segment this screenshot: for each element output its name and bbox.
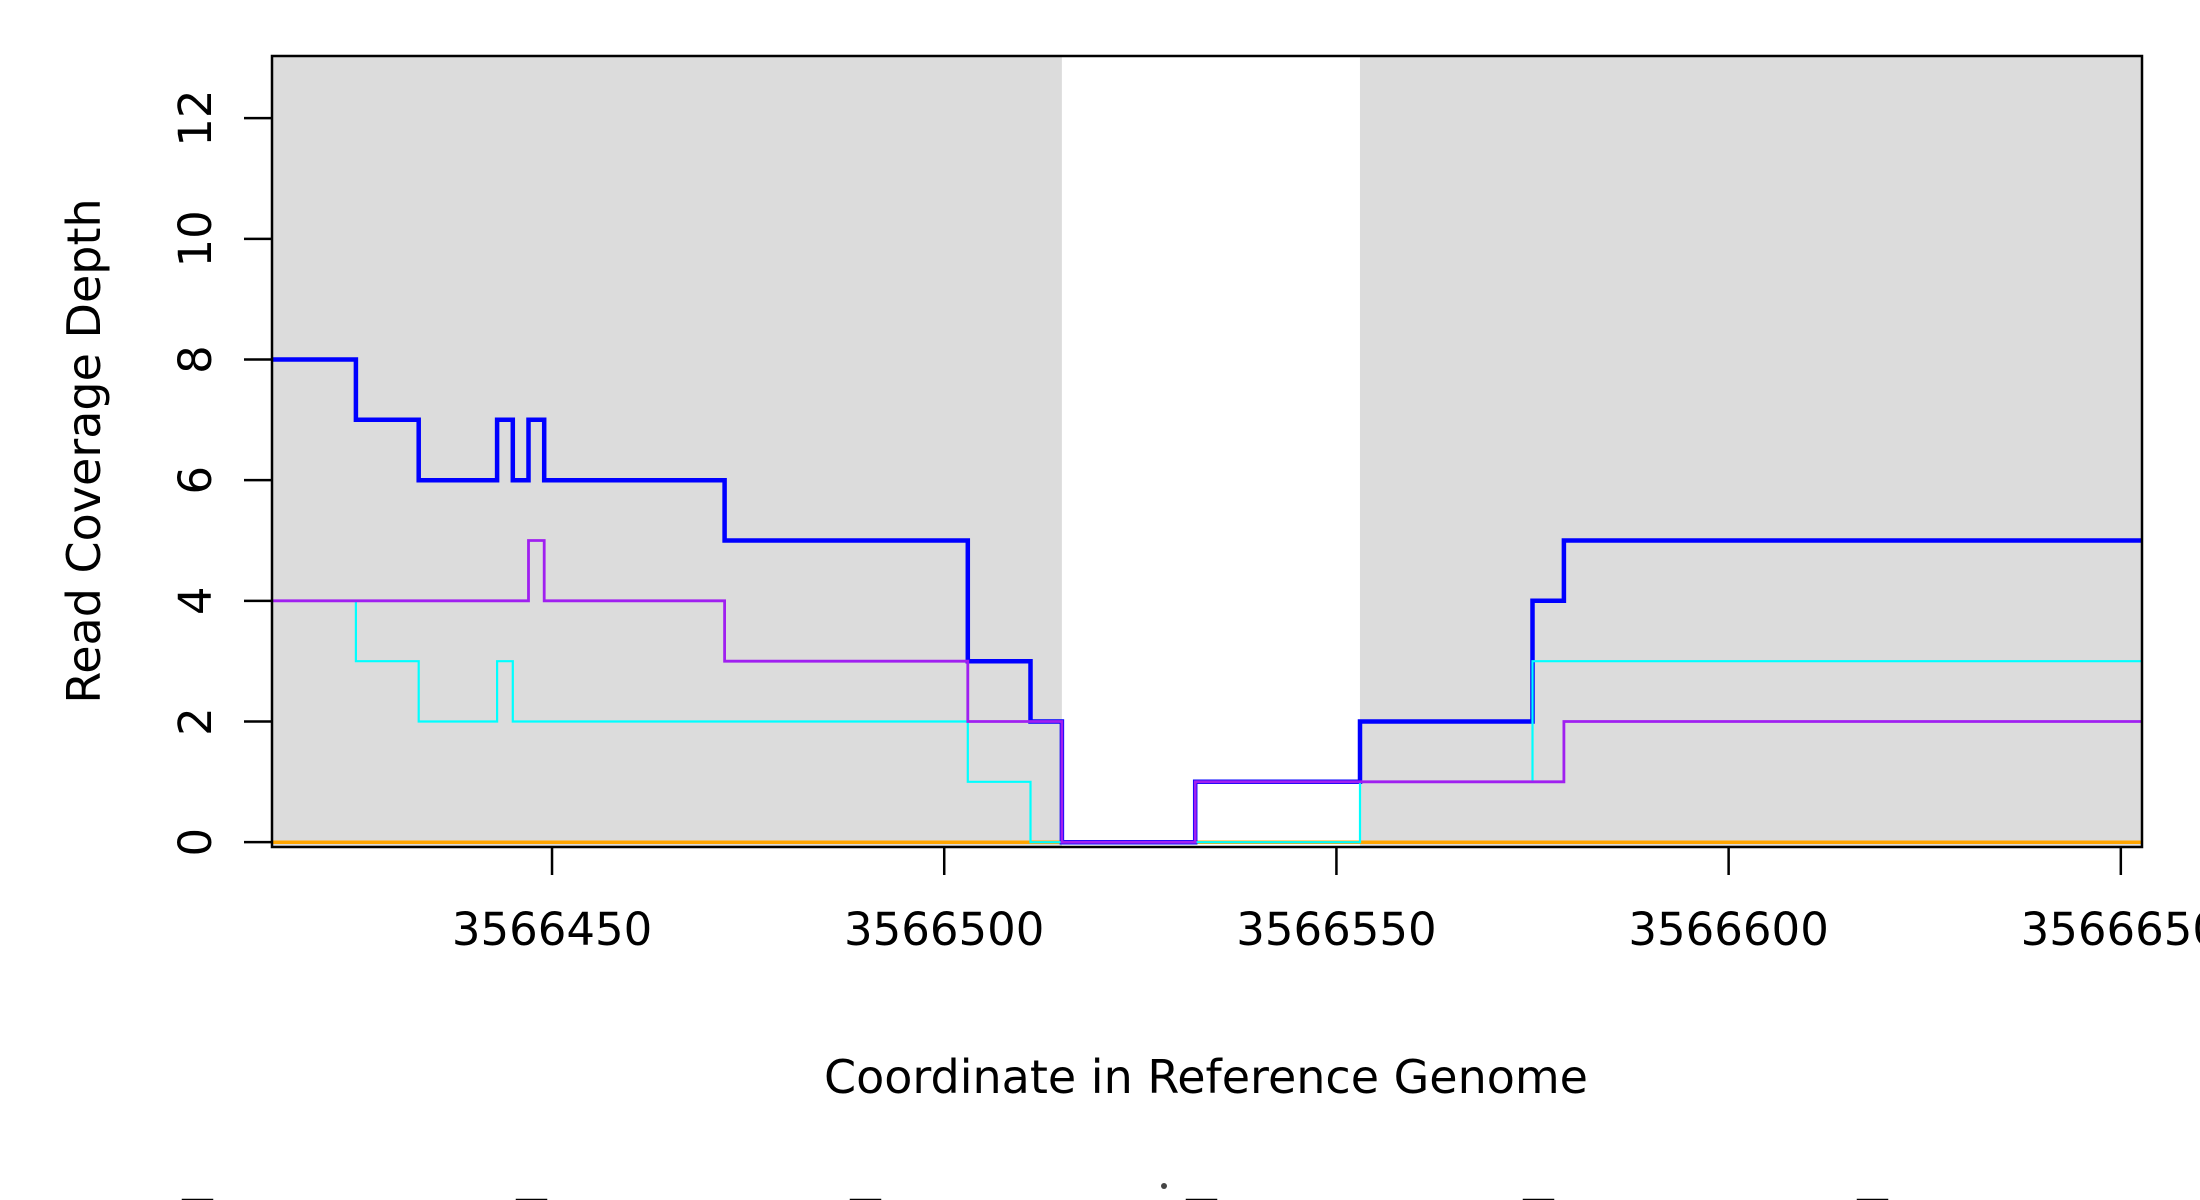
y-axis-tick-label: 6	[169, 466, 222, 495]
left-gray-region	[272, 56, 1062, 847]
y-axis-tick-label: 4	[169, 587, 222, 616]
series-line-unique-total	[272, 357, 2142, 845]
y-axis-tick-label: 12	[169, 90, 222, 147]
legend-item-unique-bottom: unique bottom	[849, 1195, 1144, 1200]
series-line-unique-bottom	[272, 539, 2142, 844]
y-axis-tick-label: 0	[169, 828, 222, 857]
legend-label-repeat-top: repeat top	[1581, 1195, 1748, 1200]
x-axis-title: Coordinate in Reference Genome	[824, 1050, 1588, 1104]
y-axis-tick-label: 10	[169, 210, 222, 267]
y-axis-tick-label: 8	[169, 345, 222, 374]
legend-label-unique-top: unique top	[574, 1195, 746, 1200]
legend-label-unique-bottom: unique bottom	[908, 1195, 1144, 1200]
x-axis-tick-label: 3566500	[844, 903, 1044, 956]
legend-item-unique-total: unique total	[181, 1195, 433, 1200]
legend-item-unique-top: unique top	[515, 1195, 746, 1200]
y-axis-tick-label: 2	[169, 707, 222, 736]
right-gray-region	[1359, 56, 2142, 847]
legend-item-repeat-total: repeat total	[1185, 1195, 1432, 1200]
legend-label-repeat-bottom: repeat bottom	[1915, 1195, 2145, 1200]
x-axis-tick-label: 3566450	[452, 903, 652, 956]
legend-label-unique-total: unique total	[240, 1195, 433, 1200]
y-axis-title: Read Coverage Depth	[57, 198, 111, 703]
legend-label-repeat-total: repeat total	[1244, 1195, 1432, 1200]
plot-box	[270, 54, 2144, 849]
legend-artifact-dot	[1161, 1183, 1167, 1189]
legend-item-repeat-top: repeat top	[1522, 1195, 1748, 1200]
x-axis-tick-label: 3566600	[1628, 903, 1828, 956]
legend-item-repeat-bottom: repeat bottom	[1856, 1195, 2145, 1200]
series-lines	[272, 357, 2142, 845]
x-axis-tick-label: 3566550	[1236, 903, 1436, 956]
